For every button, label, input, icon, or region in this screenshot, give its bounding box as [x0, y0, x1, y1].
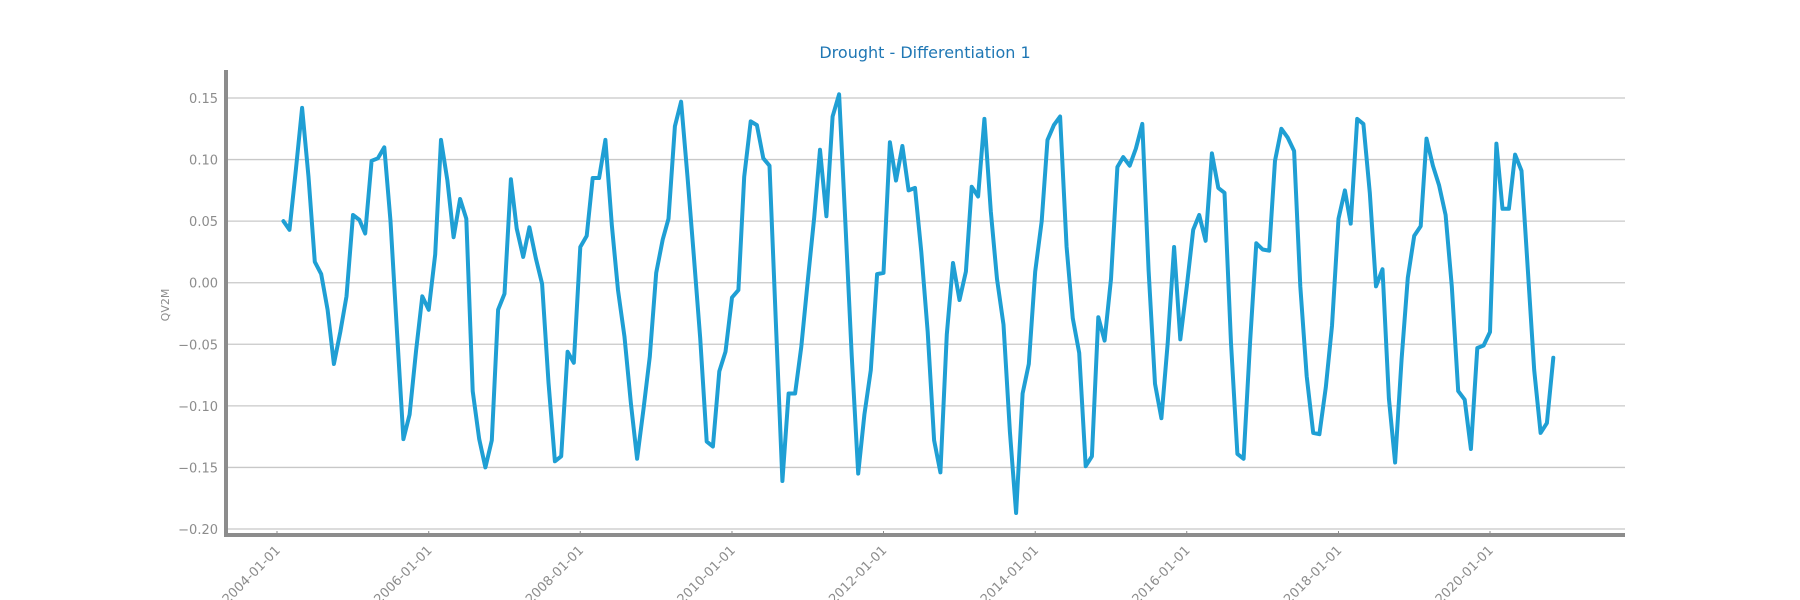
x-tick-label: 2004-01-01 [220, 543, 284, 600]
x-tick-label: 2014-01-01 [978, 543, 1042, 600]
y-tick-label: 0.10 [189, 154, 218, 169]
x-tick-label: 2016-01-01 [1130, 543, 1194, 600]
y-tick-label: −0.20 [178, 523, 218, 538]
y-tick-label: 0.05 [189, 215, 218, 230]
x-tick-label: 2012-01-01 [826, 543, 890, 600]
x-axis-ticks: 2004-01-01 2006-01-01 2008-01-01 2010-01-01… [220, 531, 1497, 600]
series-line-qv2m [281, 92, 1556, 515]
x-tick-label: 2006-01-01 [372, 543, 436, 600]
y-tick-label: −0.10 [178, 400, 218, 415]
x-tick-label: 2010-01-01 [675, 543, 739, 600]
y-tick-label: 0.15 [189, 92, 218, 107]
y-tick-label: 0.00 [189, 277, 218, 292]
y-tick-label: −0.15 [178, 461, 218, 476]
x-tick-label: 2020-01-01 [1433, 543, 1497, 600]
y-axis-ticks: 0.15 0.10 0.05 0.00 −0.05 −0.10 −0.15 −0.20 [178, 92, 218, 538]
x-tick-label: 2008-01-01 [523, 543, 587, 600]
y-tick-label: −0.05 [178, 338, 218, 353]
grid-lines [226, 97, 1625, 530]
chart-title: Drought - Differentiation 1 [819, 43, 1030, 62]
y-axis-label: QV2M [159, 289, 172, 322]
x-tick-label: 2018-01-01 [1281, 543, 1345, 600]
